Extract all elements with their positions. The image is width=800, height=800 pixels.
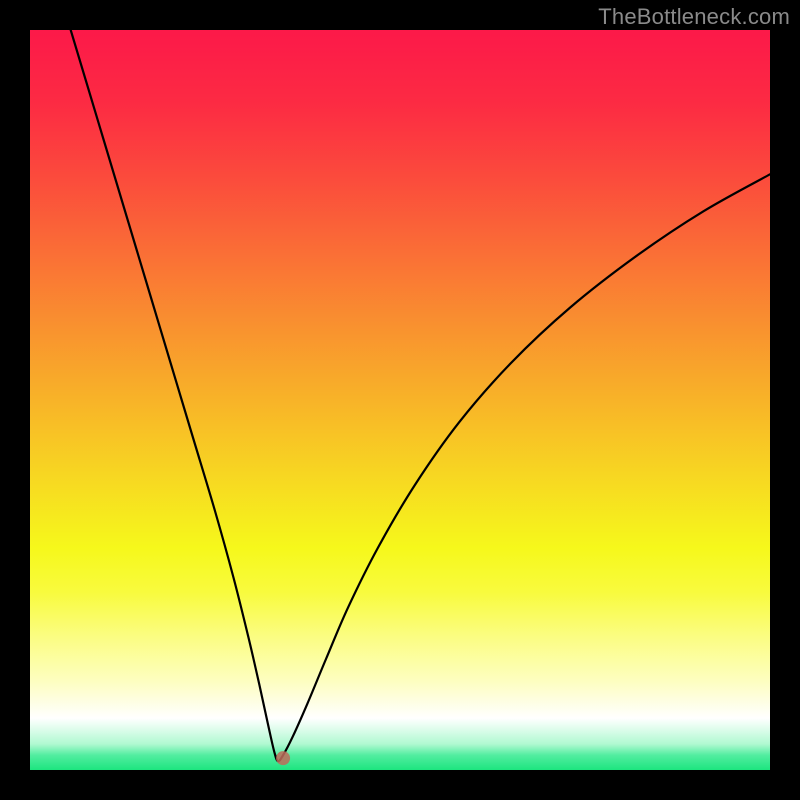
chart-svg (30, 30, 770, 770)
marker-dot (276, 751, 290, 765)
gradient-background (30, 30, 770, 770)
chart-area (30, 30, 770, 770)
watermark-text: TheBottleneck.com (598, 4, 790, 30)
